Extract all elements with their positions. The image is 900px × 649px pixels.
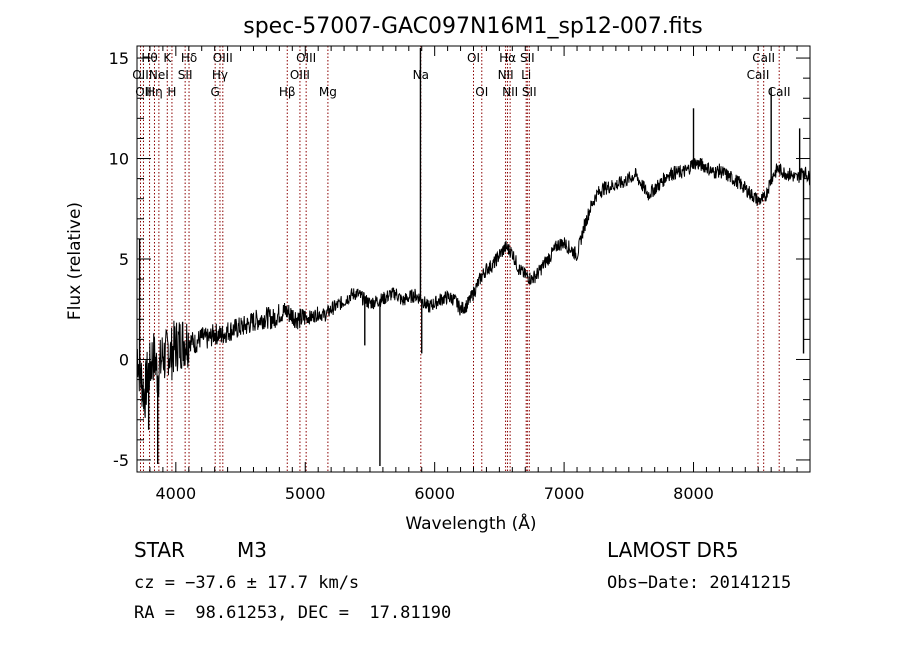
chart-title: spec-57007-GAC097N16M1_sp12-007.fits: [243, 14, 703, 39]
line-label: OIII: [213, 51, 233, 65]
line-label: K: [163, 51, 172, 65]
line-label: NII: [498, 68, 514, 82]
spectrum-series: [136, 48, 811, 466]
line-label: Hγ: [212, 68, 228, 82]
line-label: NII: [502, 85, 518, 99]
y-axis-label: Flux (relative): [65, 202, 85, 320]
line-label: Li: [521, 68, 531, 82]
line-label: Hβ: [279, 85, 296, 99]
y-tick-label: 5: [119, 250, 129, 269]
line-label: SII: [522, 85, 537, 99]
y-tick-label: -5: [113, 451, 129, 470]
x-tick-label: 4000: [155, 484, 196, 503]
plot-axes: [136, 45, 811, 473]
x-axis-label: Wavelength (Å): [405, 512, 536, 534]
object-class: STAR: [134, 538, 185, 562]
line-label: SII: [178, 68, 193, 82]
coordinates: RA = 98.61253, DEC = 17.81190: [134, 603, 452, 623]
spectral-line-labels: OIIOIIHθHηNeIKHSIIHδGHγOIIIHβOIIIOIIIMgN…: [132, 51, 790, 99]
line-label: G: [211, 85, 220, 99]
survey-name: LAMOST DR5: [607, 538, 739, 562]
object-subclass: M3: [237, 538, 267, 562]
line-label: CaII: [752, 51, 775, 65]
x-tick-label: 8000: [673, 484, 714, 503]
line-label: Hη: [146, 85, 163, 99]
y-tick-label: 0: [119, 350, 129, 369]
x-tick-label: 7000: [544, 484, 585, 503]
line-label: OIII: [290, 68, 310, 82]
line-label: OI: [475, 85, 488, 99]
line-label: SII: [520, 51, 535, 65]
line-label: OIII: [296, 51, 316, 65]
line-label: Mg: [319, 85, 337, 99]
line-label: OII: [132, 68, 149, 82]
line-label: CaII: [768, 85, 791, 99]
line-label: OII: [135, 85, 152, 99]
line-label: NeI: [149, 68, 169, 82]
spectrum-line: [136, 157, 811, 418]
line-label: OI: [467, 51, 480, 65]
x-tick-label: 5000: [285, 484, 326, 503]
spectral-line-markers: [139, 46, 780, 472]
line-label: Hδ: [181, 51, 197, 65]
x-tick-label: 6000: [414, 484, 455, 503]
line-label: CaII: [747, 68, 770, 82]
line-label: H: [167, 85, 176, 99]
line-label: Hα: [499, 51, 516, 65]
y-tick-label: 15: [109, 49, 129, 68]
redshift-velocity: cz = −37.6 ± 17.7 km/s: [134, 573, 360, 593]
y-tick-label: 10: [109, 150, 129, 169]
observation-date: Obs−Date: 20141215: [607, 573, 792, 593]
tick-labels: 4000 5000 6000 7000 8000 -5 0 5 10 15: [109, 49, 714, 503]
